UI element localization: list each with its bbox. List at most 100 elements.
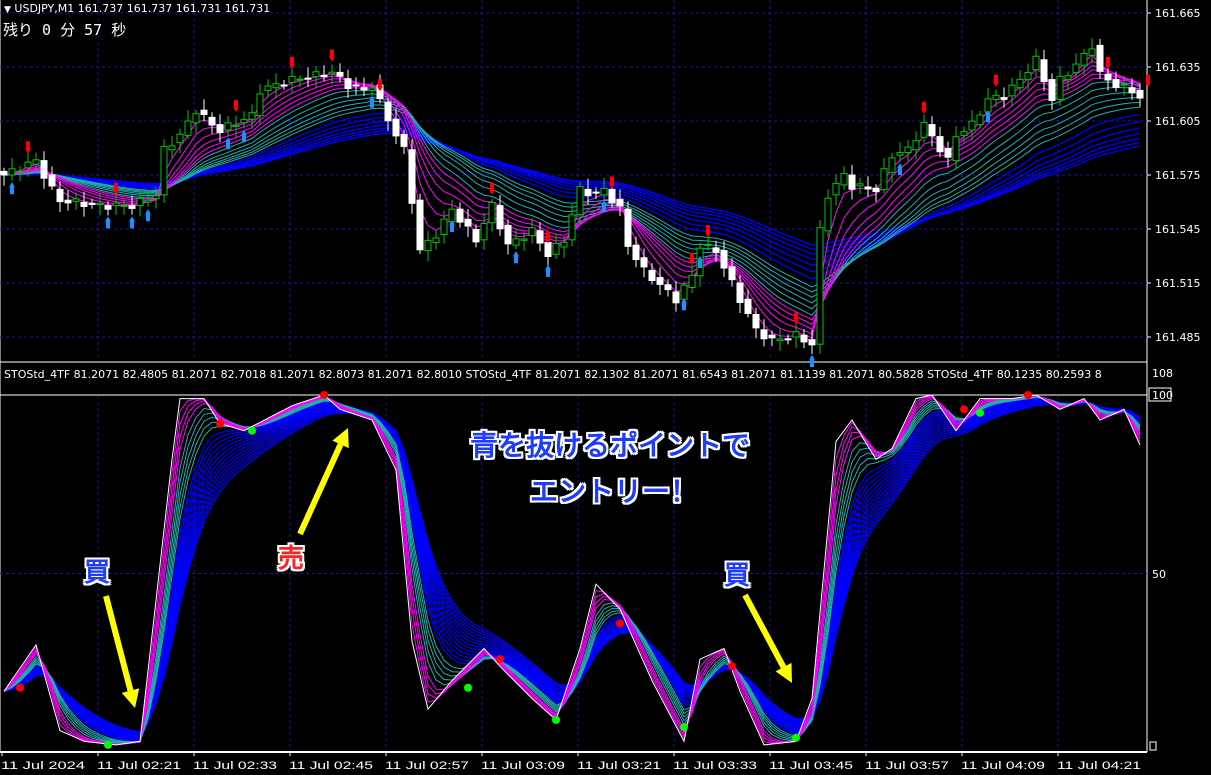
entry-message-line2: エントリー！ bbox=[530, 475, 699, 508]
candle-body bbox=[528, 227, 536, 237]
candle bbox=[624, 201, 632, 255]
candle-body bbox=[520, 238, 528, 241]
candle-body bbox=[960, 131, 968, 136]
candle-body bbox=[632, 244, 640, 261]
candle-body bbox=[320, 74, 328, 78]
candle-body bbox=[976, 114, 984, 126]
sell-arrow-icon bbox=[687, 253, 697, 265]
candle bbox=[552, 233, 560, 259]
stoch-tick-label: 100 bbox=[1152, 389, 1173, 402]
candle bbox=[112, 192, 120, 215]
candle bbox=[800, 329, 808, 349]
candle-body bbox=[176, 133, 184, 144]
candle bbox=[40, 151, 48, 189]
candle-body bbox=[136, 197, 144, 207]
level-100-box bbox=[1148, 387, 1172, 402]
candle bbox=[616, 189, 624, 217]
candle-body bbox=[952, 136, 960, 162]
symbol-header: ▼ USDJPY,M1 161.737 161.737 161.731 161.… bbox=[4, 2, 270, 15]
buy-arrow-icon bbox=[127, 216, 137, 229]
candle bbox=[168, 135, 176, 158]
stoch-sell-dot bbox=[496, 655, 504, 664]
candle bbox=[256, 84, 264, 125]
candle-body bbox=[240, 119, 248, 124]
candle bbox=[648, 263, 656, 285]
time-tick-label: 11 Jul 03:21 bbox=[577, 760, 661, 772]
buy-arrow-icon bbox=[543, 265, 553, 277]
candle-body bbox=[688, 274, 696, 288]
candle-body bbox=[872, 187, 880, 193]
candle-body bbox=[600, 187, 608, 196]
candle bbox=[16, 165, 24, 182]
ma-mid-line bbox=[3, 81, 1141, 316]
candle-body bbox=[568, 214, 576, 241]
buy-arrow-icon bbox=[983, 110, 993, 123]
candle bbox=[752, 307, 760, 339]
candle bbox=[656, 267, 664, 296]
sell-arrow-icon bbox=[111, 182, 121, 195]
candle bbox=[632, 236, 640, 268]
candle-body bbox=[0, 170, 8, 176]
candle bbox=[664, 279, 672, 297]
buy-arrow-icon bbox=[679, 298, 689, 311]
candle bbox=[1128, 78, 1136, 100]
candle bbox=[712, 240, 720, 263]
candle-body bbox=[360, 87, 368, 91]
candle bbox=[224, 115, 232, 136]
buy-arrow-icon bbox=[239, 130, 249, 142]
stoch-buy-dot bbox=[680, 723, 688, 732]
candle bbox=[64, 190, 72, 211]
candle-body bbox=[552, 242, 560, 255]
candle-body bbox=[512, 238, 520, 246]
candle-body bbox=[592, 191, 600, 194]
buy-arrow-1-head-icon bbox=[121, 688, 140, 708]
candle bbox=[792, 320, 800, 348]
candle-body bbox=[296, 78, 304, 81]
candle-body bbox=[624, 208, 632, 247]
time-tick-label: 11 Jul 03:57 bbox=[865, 760, 949, 772]
candle bbox=[832, 174, 840, 206]
sell-arrow-icon bbox=[791, 312, 801, 325]
stoch-fast-line bbox=[3, 395, 1141, 745]
sell-arrow-icon bbox=[543, 231, 553, 244]
candle bbox=[720, 241, 728, 277]
candle-body bbox=[496, 205, 504, 230]
candle bbox=[736, 274, 744, 314]
candle-body bbox=[504, 224, 512, 245]
sell-arrow-icon bbox=[1103, 56, 1113, 69]
candle-body bbox=[1112, 79, 1120, 88]
candle-body bbox=[272, 83, 280, 89]
candle-body bbox=[800, 334, 808, 343]
candle-body bbox=[736, 282, 744, 303]
collapse-triangle-icon[interactable]: ▼ bbox=[4, 5, 11, 15]
stoch-mid-line bbox=[3, 396, 1141, 743]
stoch-fast-line bbox=[3, 394, 1141, 746]
candle-body bbox=[472, 229, 480, 243]
candle-body bbox=[400, 134, 408, 147]
candle-body bbox=[344, 78, 352, 90]
candle-body bbox=[248, 112, 256, 120]
candle-body bbox=[896, 152, 904, 156]
candle-body bbox=[408, 149, 416, 204]
price-tick-label: 161.665 bbox=[1155, 7, 1201, 20]
symbol-quote: USDJPY,M1 161.737 161.737 161.731 161.73… bbox=[14, 2, 271, 15]
candle bbox=[72, 192, 80, 210]
candle-body bbox=[640, 257, 648, 268]
sell-arrow-icon bbox=[231, 100, 241, 112]
stoch-buy-dot bbox=[104, 740, 112, 749]
sell-arrow-icon bbox=[607, 176, 617, 189]
candle bbox=[560, 236, 568, 258]
candle-body bbox=[1016, 78, 1024, 89]
candle-body bbox=[560, 241, 568, 248]
candle bbox=[640, 248, 648, 278]
time-tick-label: 11 Jul 02:45 bbox=[289, 760, 373, 772]
candle bbox=[760, 319, 768, 347]
scale-fix-icon bbox=[1149, 741, 1157, 751]
candle-body bbox=[1048, 79, 1056, 101]
stoch-buy-dot bbox=[792, 733, 800, 742]
candle-body bbox=[1032, 55, 1040, 71]
candle-body bbox=[328, 71, 336, 75]
candle-body bbox=[1000, 97, 1008, 100]
candle bbox=[456, 202, 464, 228]
